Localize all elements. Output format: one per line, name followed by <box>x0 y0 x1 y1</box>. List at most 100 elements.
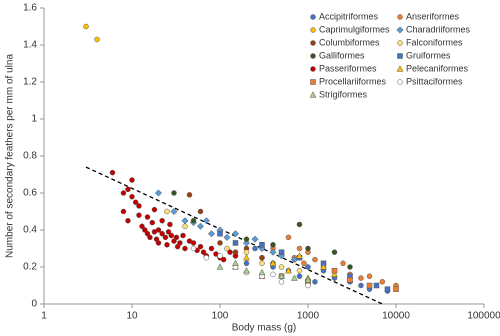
point <box>232 240 239 246</box>
point <box>120 208 127 215</box>
legend-marker <box>396 26 404 34</box>
point <box>174 243 181 250</box>
point <box>182 245 188 252</box>
point <box>331 249 338 255</box>
point <box>203 255 210 261</box>
point <box>232 253 239 259</box>
y-axis-label: Number of secondary feathers per mm of u… <box>5 54 16 258</box>
point <box>393 286 399 292</box>
point <box>296 252 303 259</box>
point <box>243 254 250 261</box>
point <box>142 227 148 233</box>
legend-marker <box>310 53 316 59</box>
y-tick-label: 0 <box>31 299 37 310</box>
point <box>200 249 207 255</box>
legend-marker <box>396 65 404 72</box>
y-tick-label: 0.4 <box>23 225 37 236</box>
point <box>366 282 373 289</box>
legend-marker <box>310 66 316 72</box>
point <box>269 259 277 266</box>
point <box>243 260 250 267</box>
point <box>285 234 292 241</box>
point <box>151 206 158 213</box>
point <box>223 233 231 241</box>
point <box>227 249 233 255</box>
point <box>358 275 364 281</box>
legend-label: Caprimulgiformes <box>319 24 390 34</box>
x-tick-label: 1 <box>41 311 47 322</box>
point <box>379 279 386 285</box>
y-tick-label: 1.4 <box>23 40 37 51</box>
point <box>216 263 224 270</box>
y-tick-label: 1.6 <box>23 3 37 14</box>
point <box>180 232 186 239</box>
point <box>259 242 265 248</box>
point <box>331 267 338 274</box>
legend-marker <box>310 40 316 46</box>
point <box>149 219 156 226</box>
point <box>270 242 276 248</box>
point <box>243 266 250 274</box>
legend-label: Passeriformes <box>319 63 377 73</box>
x-tick-label: 100000 <box>467 311 500 322</box>
point <box>202 217 210 225</box>
x-tick-label: 10000 <box>382 311 410 322</box>
point <box>83 23 89 30</box>
point <box>129 177 135 183</box>
legend-marker <box>310 27 316 33</box>
legend-label: Falconiformes <box>406 37 463 47</box>
point <box>155 227 162 233</box>
point <box>217 253 223 259</box>
legend-marker <box>397 53 403 59</box>
point <box>220 256 227 263</box>
point <box>305 245 311 252</box>
point <box>196 222 205 230</box>
x-tick-label: 10 <box>126 311 138 322</box>
legend-marker <box>310 79 316 85</box>
legend-marker <box>310 14 316 20</box>
point <box>159 230 165 237</box>
y-tick-label: 0.6 <box>23 188 37 199</box>
legend-marker <box>397 40 403 46</box>
point <box>269 248 277 256</box>
point <box>231 230 240 238</box>
legend-label: Psittaciformes <box>406 76 463 86</box>
legend-label: Accipitriformes <box>319 11 379 21</box>
point <box>296 245 303 252</box>
point <box>243 249 250 255</box>
point <box>136 212 142 218</box>
point <box>331 270 338 278</box>
point <box>197 208 204 215</box>
legend-label: Gruiformes <box>406 50 451 60</box>
legend-marker <box>397 14 403 20</box>
point <box>278 264 285 270</box>
point <box>197 243 204 250</box>
point <box>296 221 303 228</box>
point <box>167 221 173 228</box>
point <box>340 260 346 267</box>
point <box>278 279 285 285</box>
y-tick-label: 1.2 <box>23 77 37 88</box>
point <box>305 264 311 270</box>
point <box>278 249 285 255</box>
legend-label: Strigiformes <box>319 89 368 99</box>
point <box>301 260 307 267</box>
point <box>207 230 216 238</box>
point <box>384 286 391 292</box>
x-tick-label: 1000 <box>297 311 320 322</box>
point <box>259 260 265 267</box>
point <box>170 207 178 216</box>
point <box>259 255 265 261</box>
point <box>305 282 311 289</box>
point <box>94 36 100 43</box>
point <box>139 223 145 230</box>
point <box>129 193 135 200</box>
point <box>304 276 312 283</box>
point <box>164 208 170 215</box>
point <box>190 240 197 246</box>
point <box>217 230 223 237</box>
point <box>285 266 292 274</box>
point <box>125 186 131 193</box>
point <box>190 245 197 252</box>
